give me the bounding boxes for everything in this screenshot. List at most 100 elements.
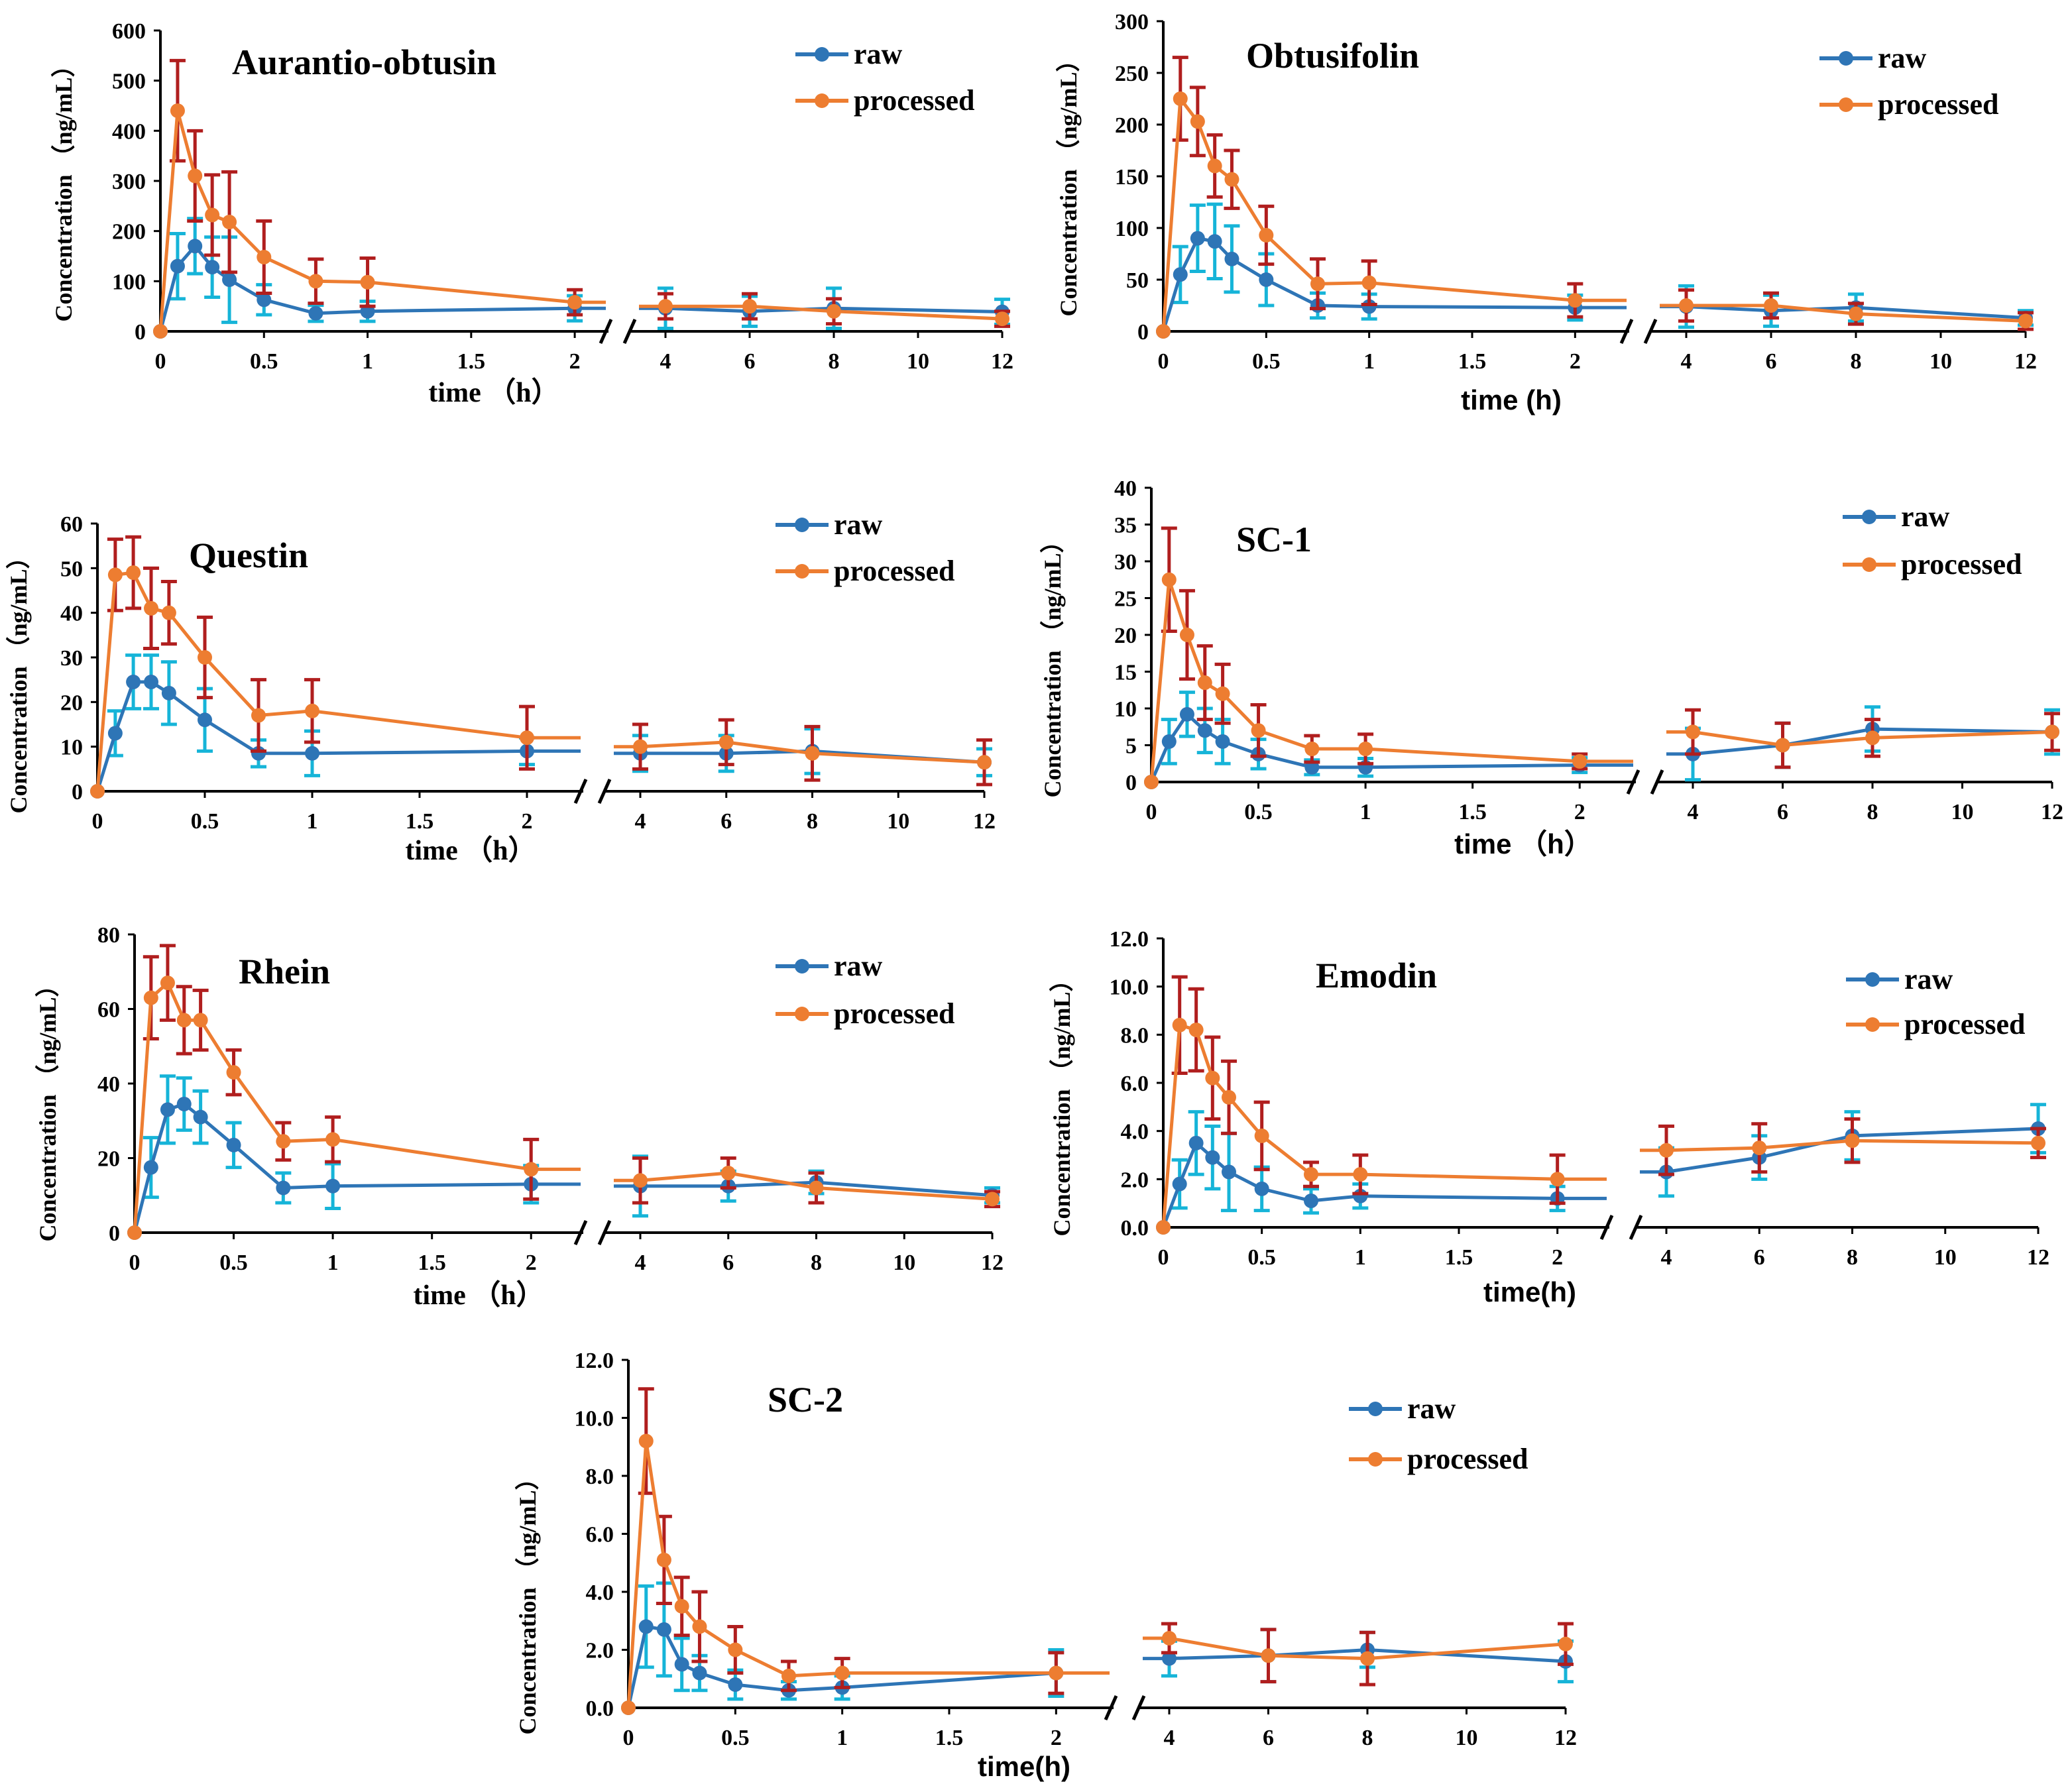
raw-data-point <box>1222 1164 1237 1180</box>
chart-panel-5: 0 20 40 60 80 0 0.5 1 1.5 2 4 6 8 10 12 time （h） Concent… <box>34 923 1004 1311</box>
y-tick-label: 200 <box>1115 113 1149 138</box>
axis-break-mark <box>622 318 637 345</box>
processed-data-point <box>222 215 237 230</box>
processed-data-point <box>1558 1636 1573 1651</box>
raw-data-point <box>1179 706 1194 722</box>
x-tick-label: 10 <box>907 349 929 374</box>
x-tick-label: 0.5 <box>1244 800 1273 824</box>
legend-processed-label: processed <box>1901 548 2022 581</box>
raw-data-point <box>188 239 203 254</box>
legend-processed-label: processed <box>1878 88 1999 121</box>
processed-data-point <box>276 1134 291 1149</box>
raw-data-point <box>126 675 141 690</box>
processed-data-point <box>1173 91 1188 106</box>
processed-data-point <box>1224 172 1239 187</box>
processed-data-point <box>2031 1135 2045 1150</box>
x-axis-title: time （h） <box>405 835 536 866</box>
y-tick-label: 80 <box>97 923 120 948</box>
axis-break-mark <box>1619 318 1634 345</box>
processed-data-point <box>1259 227 1274 243</box>
processed-data-point <box>1162 1631 1177 1646</box>
chart-title: Questin <box>189 535 308 575</box>
processed-series-line <box>133 981 581 1233</box>
raw-data-point <box>222 272 237 288</box>
legend: raw processed <box>795 38 975 117</box>
raw-data-point <box>257 292 272 307</box>
processed-data-point <box>1679 298 1694 313</box>
processed-data-point <box>805 746 820 761</box>
processed-data-point <box>835 1665 850 1681</box>
y-tick-label: 0.0 <box>586 1697 614 1721</box>
raw-data-point <box>161 685 176 700</box>
x-axis-title: time (h) <box>1461 384 1562 416</box>
x-axis-title: time(h) <box>978 1751 1070 1782</box>
legend-raw-label: raw <box>854 38 903 70</box>
x-tick-label: 8 <box>811 1251 822 1275</box>
raw-data-point <box>1190 231 1205 246</box>
legend-processed-label: processed <box>834 997 955 1030</box>
x-tick-label: 0.5 <box>219 1251 248 1275</box>
x-tick-label: 2 <box>1552 1245 1563 1270</box>
raw-data-point <box>144 675 158 690</box>
x-tick-label: 10 <box>1951 800 1974 824</box>
x-tick-label: 0 <box>92 809 103 834</box>
y-tick-label: 0.0 <box>1121 1216 1149 1241</box>
processed-data-point <box>107 567 123 583</box>
y-tick-label: 50 <box>1126 268 1149 293</box>
raw-data-point <box>107 726 123 741</box>
x-tick-label: 10 <box>1929 349 1952 374</box>
processed-data-point <box>633 739 648 754</box>
y-tick-label: 100 <box>1115 217 1149 241</box>
x-tick-label: 1.5 <box>1458 800 1487 824</box>
x-axis-title: time （h） <box>1454 828 1592 860</box>
processed-data-point <box>1188 1023 1204 1038</box>
processed-data-point <box>2045 724 2059 740</box>
processed-data-point <box>1190 114 1205 129</box>
legend-raw-label: raw <box>834 950 883 982</box>
y-tick-label: 35 <box>1114 514 1137 538</box>
processed-data-point <box>524 1162 539 1177</box>
axis-break-mark <box>1599 1214 1614 1241</box>
x-tick-label: 10 <box>887 809 909 834</box>
processed-data-point <box>656 1552 671 1567</box>
processed-data-point <box>1310 276 1325 292</box>
chart-panel-4: 0 5 10 15 20 25 30 35 40 0 0.5 1 1.5 2 4 6 8 10 12 time （h）… <box>1039 476 2063 860</box>
raw-data-point <box>1224 251 1239 266</box>
processed-data-point <box>658 299 673 314</box>
x-tick-label: 2 <box>522 809 533 834</box>
axis-break-mark <box>597 1219 612 1246</box>
processed-data-point <box>90 784 105 799</box>
raw-data-point <box>276 1180 291 1196</box>
processed-data-point <box>728 1642 743 1657</box>
raw-data-point <box>305 746 319 761</box>
legend-raw-marker <box>815 47 829 62</box>
y-tick-label: 600 <box>112 19 146 44</box>
x-tick-label: 0.5 <box>1247 1245 1276 1270</box>
processed-data-point <box>1179 628 1194 642</box>
y-tick-label: 8.0 <box>586 1465 614 1489</box>
legend-raw-marker <box>1865 972 1880 987</box>
raw-series-line <box>1161 237 1627 332</box>
x-axis-title: time （h） <box>413 1280 544 1311</box>
y-tick-label: 20 <box>60 691 83 715</box>
legend: raw processed <box>1819 42 1999 121</box>
x-tick-label: 4 <box>635 809 646 834</box>
x-tick-label: 10 <box>893 1251 915 1275</box>
processed-data-point <box>1156 1220 1171 1235</box>
raw-data-point <box>1215 734 1230 749</box>
x-tick-label: 8 <box>807 809 818 834</box>
y-tick-label: 40 <box>1114 476 1137 501</box>
x-tick-label: 4 <box>1164 1726 1175 1750</box>
y-tick-label: 8.0 <box>1121 1023 1149 1048</box>
x-tick-label: 1 <box>1360 800 1371 824</box>
processed-data-point <box>1764 298 1778 313</box>
raw-series-line <box>95 680 581 792</box>
x-tick-label: 0.5 <box>1252 349 1281 374</box>
raw-series-line <box>133 1102 581 1233</box>
processed-data-point <box>1261 1648 1276 1663</box>
processed-data-point <box>1550 1172 1565 1187</box>
raw-data-point <box>1188 1135 1204 1150</box>
processed-data-point <box>305 703 319 718</box>
y-tick-label: 25 <box>1114 587 1137 612</box>
axis-break-mark <box>599 318 613 345</box>
